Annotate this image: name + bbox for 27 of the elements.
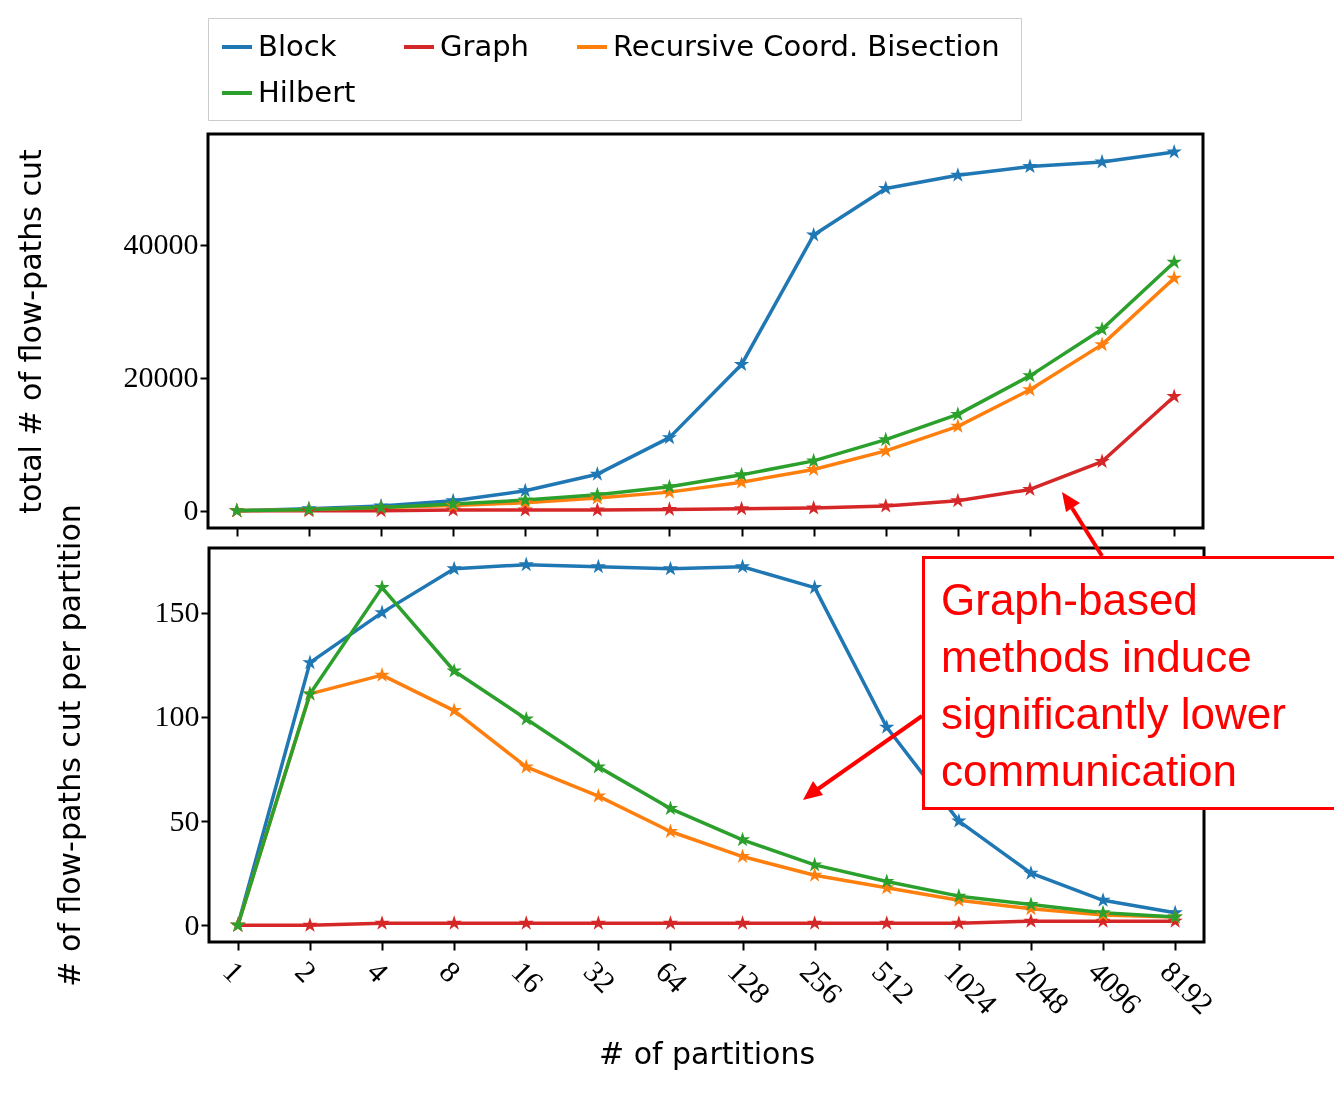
y-tick-label: 50 <box>169 803 200 837</box>
legend-label: Recursive Coord. Bisection <box>613 29 1000 63</box>
x-tick-label: 32 <box>577 954 623 999</box>
annotation: Graph-based methods induce significantly lower communication <box>922 556 1334 810</box>
x-tick-label: 4 <box>361 954 396 989</box>
y-tick-label: 20000 <box>123 360 199 394</box>
legend-label: Graph <box>440 29 529 63</box>
x-tick-label: 2 <box>289 954 324 989</box>
x-tick-label: 512 <box>866 954 922 1010</box>
y-tick-label: 100 <box>154 699 200 733</box>
x-tick-label: 16 <box>505 954 551 999</box>
legend-label: Hilbert <box>258 75 356 109</box>
x-tick-label: 8 <box>433 954 468 989</box>
legend-label: Block <box>258 29 337 63</box>
x-tick-label: 1024 <box>938 954 1004 1021</box>
x-tick-label: 256 <box>793 954 850 1010</box>
x-tick-label: 128 <box>721 954 777 1010</box>
y-tick-label: 40000 <box>123 227 199 261</box>
x-tick-label: 64 <box>649 954 695 999</box>
y-tick-label: 150 <box>154 595 200 629</box>
y-axis-title: total # of flow-paths cut <box>12 149 48 514</box>
y-tick-label: 0 <box>184 907 200 941</box>
x-tick-label: 1 <box>217 954 252 989</box>
x-axis-title: # of partitions <box>598 1036 816 1072</box>
y-axis-title: # of flow-paths cut per partition <box>51 504 87 987</box>
x-tick-label: 4096 <box>1082 954 1149 1021</box>
y-tick-label: 0 <box>183 493 199 527</box>
